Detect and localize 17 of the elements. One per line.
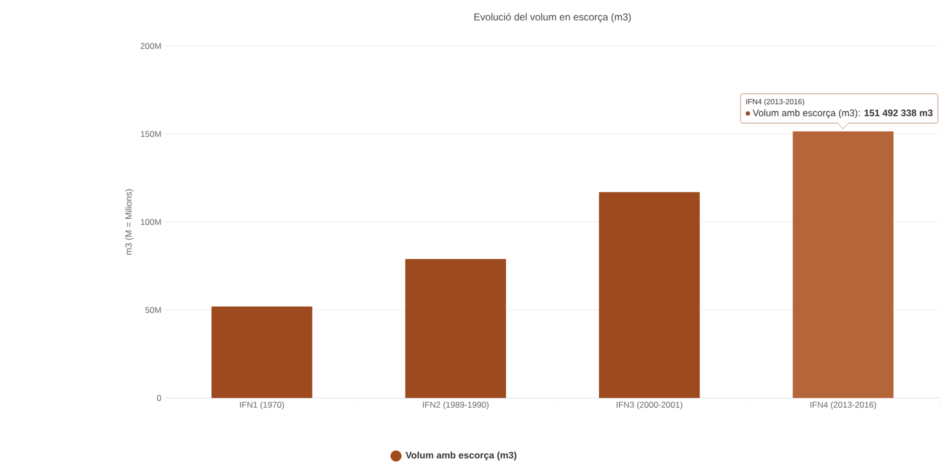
x-tick-label: IFN4 (2013-2016) [810,402,876,410]
bar [212,306,312,398]
y-axis-title: m3 (M = Milions) [125,189,134,255]
x-tick-label: IFN2 (1989-1990) [422,402,489,410]
x-tick-label: IFN3 (2000-2001) [616,402,682,410]
y-tick-label: 50M [145,306,161,313]
annotation: Volum amb escorça (m3): 151 492 338 m3 [752,109,933,118]
chart-title: Evolució del volum en escorça (m3) [474,13,631,22]
y-tick-label: 100M [140,218,161,225]
bar [405,258,506,398]
y-tick-label: 0 [157,394,162,401]
bar [792,131,894,398]
legend-label: Volum amb escorça (m3) [406,452,516,460]
y-tick-label: 150M [140,130,161,137]
bar [599,192,700,398]
y-tick-label: 200M [140,42,161,49]
x-tick-label: IFN1 (1970) [240,402,284,410]
